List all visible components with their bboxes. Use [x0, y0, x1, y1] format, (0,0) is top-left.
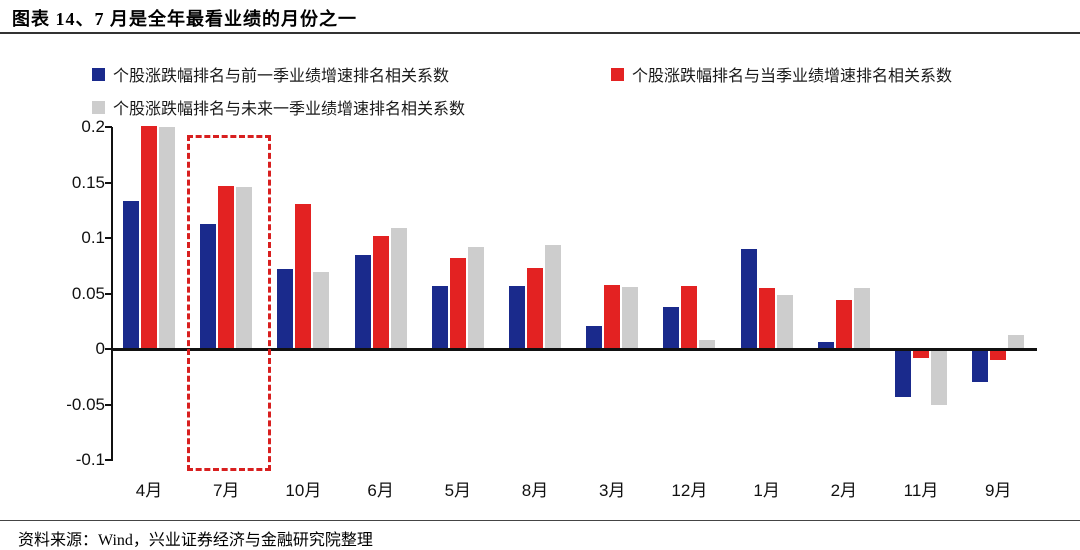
y-axis-tick-label: 0.1 — [81, 228, 105, 247]
bar-series1-9月 — [990, 349, 1007, 360]
bar-series2-8月 — [545, 245, 561, 351]
bar-series0-7月 — [200, 224, 217, 351]
bar-series1-7月 — [218, 186, 235, 351]
x-axis-label-9月: 9月 — [984, 481, 1012, 500]
legend-swatch-red — [611, 67, 624, 81]
bar-series2-5月 — [467, 247, 484, 351]
bar-series0-3月 — [586, 326, 603, 351]
x-axis-label-8月: 8月 — [521, 481, 549, 500]
bar-series1-3月 — [604, 285, 621, 351]
bar-series1-4月 — [141, 126, 157, 351]
x-axis-label-6月: 6月 — [367, 481, 394, 500]
bar-series1-1月 — [758, 288, 775, 351]
bar-series2-12月 — [699, 340, 716, 351]
legend-item-next-quarter: 个股涨跌幅排名与未来一季业绩增速排名相关系数 — [92, 95, 465, 119]
bar-series0-4月 — [123, 201, 139, 351]
bar-series2-1月 — [776, 295, 793, 351]
y-axis-tick-label: 0.15 — [71, 172, 105, 192]
x-axis-label-2月: 2月 — [830, 481, 858, 500]
bar-series2-9月 — [1008, 335, 1025, 351]
bar-series2-4月 — [159, 127, 175, 351]
y-axis-tick — [105, 292, 112, 295]
bar-series0-11月 — [895, 349, 911, 397]
x-axis-label-11月: 11月 — [903, 481, 939, 500]
bar-series1-8月 — [527, 268, 543, 351]
y-axis-tick — [105, 459, 112, 461]
x-axis-label-1月: 1月 — [753, 481, 780, 500]
y-axis-tick-label: -0.05 — [66, 394, 105, 414]
bar-series0-10月 — [277, 269, 294, 351]
bar-series0-2月 — [817, 342, 834, 351]
bar-series0-1月 — [740, 249, 757, 351]
legend-label: 个股涨跌幅排名与前一季业绩增速排名相关系数 — [113, 68, 450, 85]
zero-baseline — [111, 348, 1037, 351]
bar-series2-11月 — [931, 349, 947, 405]
bar-series0-8月 — [509, 286, 525, 351]
y-axis-tick — [105, 348, 112, 350]
bar-series2-10月 — [313, 272, 330, 351]
y-axis-tick — [105, 181, 112, 184]
bar-series1-10月 — [295, 204, 312, 351]
bar-series2-6月 — [390, 228, 407, 351]
figure-title: 图表 14、7 月是全年最看业绩的月份之一 — [12, 9, 357, 29]
bar-series0-12月 — [663, 307, 680, 351]
legend-swatch-gray — [92, 100, 105, 114]
bar-series1-6月 — [372, 236, 389, 351]
y-axis-tick — [105, 403, 112, 406]
bar-series0-9月 — [972, 349, 989, 382]
legend-swatch-blue — [92, 67, 105, 81]
legend-item-current-quarter: 个股涨跌幅排名与当季业绩增速排名相关系数 — [611, 62, 952, 86]
y-axis-line — [111, 127, 113, 461]
y-axis-tick — [105, 126, 112, 128]
legend-label: 个股涨跌幅排名与未来一季业绩增速排名相关系数 — [113, 101, 466, 118]
title-divider — [0, 32, 1080, 34]
x-axis-label-12月: 12月 — [671, 481, 708, 500]
highlight-dashed-box — [187, 135, 272, 471]
x-axis-label-3月: 3月 — [598, 481, 626, 500]
bar-series1-5月 — [449, 258, 466, 351]
y-axis-tick-label: 0 — [95, 339, 105, 358]
bar-series1-11月 — [913, 349, 929, 358]
y-axis-tick-label: 0.2 — [81, 117, 105, 136]
bar-series0-5月 — [431, 286, 448, 351]
x-axis-label-10月: 10月 — [285, 481, 322, 500]
footer-divider — [0, 520, 1080, 521]
legend-label: 个股涨跌幅排名与当季业绩增速排名相关系数 — [632, 68, 953, 85]
x-axis-label-4月: 4月 — [135, 481, 163, 500]
y-axis-tick — [105, 237, 112, 239]
bar-series2-3月 — [622, 287, 639, 351]
bar-series1-2月 — [835, 300, 852, 351]
legend-item-prev-quarter: 个股涨跌幅排名与前一季业绩增速排名相关系数 — [92, 62, 449, 86]
y-axis-tick-label: 0.05 — [71, 283, 105, 303]
x-axis-label-5月: 5月 — [444, 481, 472, 500]
bar-series1-12月 — [681, 286, 698, 351]
x-axis-label-7月: 7月 — [212, 481, 240, 500]
bar-series2-2月 — [853, 288, 870, 351]
source-note: 资料来源：Wind，兴业证券经济与金融研究院整理 — [18, 532, 373, 549]
y-axis-tick-label: -0.1 — [75, 450, 105, 469]
bar-series2-7月 — [236, 187, 253, 351]
bar-series0-6月 — [354, 255, 371, 351]
